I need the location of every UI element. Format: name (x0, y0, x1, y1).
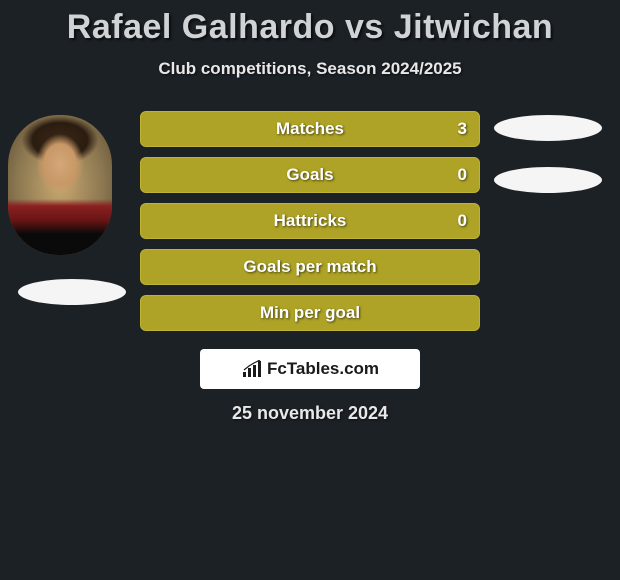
branding-logo: FcTables.com (241, 359, 379, 379)
player-right-oval-2 (494, 167, 602, 193)
stat-value: 0 (458, 211, 467, 231)
page-title: Rafael Galhardo vs Jitwichan (0, 8, 620, 47)
stat-bar-goals: Goals 0 (140, 157, 480, 193)
stat-label: Hattricks (274, 211, 347, 231)
branding-label: FcTables.com (267, 359, 379, 379)
stat-value: 3 (458, 119, 467, 139)
stat-label: Min per goal (260, 303, 360, 323)
stat-bar-min-per-goal: Min per goal (140, 295, 480, 331)
player-photo (8, 115, 112, 255)
player-left-oval (18, 279, 126, 305)
stat-bar-hattricks: Hattricks 0 (140, 203, 480, 239)
stat-bar-goals-per-match: Goals per match (140, 249, 480, 285)
player-right-oval-1 (494, 115, 602, 141)
branding-logo-box: FcTables.com (200, 349, 420, 389)
page-subtitle: Club competitions, Season 2024/2025 (0, 59, 620, 79)
stat-label: Goals per match (243, 257, 376, 277)
stat-label: Matches (276, 119, 344, 139)
infographic-container: Rafael Galhardo vs Jitwichan Club compet… (0, 0, 620, 79)
stat-value: 0 (458, 165, 467, 185)
footer-date: 25 november 2024 (0, 403, 620, 424)
stat-bars: Matches 3 Goals 0 Hattricks 0 Goals per … (140, 111, 480, 341)
stat-label: Goals (286, 165, 333, 185)
stat-bar-matches: Matches 3 (140, 111, 480, 147)
chart-icon (241, 360, 263, 378)
player-photo-image (8, 115, 112, 255)
